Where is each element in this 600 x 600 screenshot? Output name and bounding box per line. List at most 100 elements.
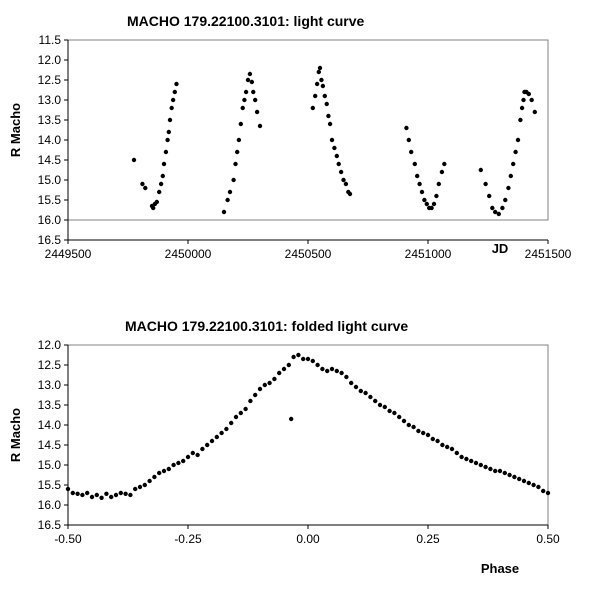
data-point xyxy=(257,386,263,392)
y-tick-label: 12.5 xyxy=(38,73,62,87)
data-point xyxy=(247,71,253,77)
data-point xyxy=(341,177,346,183)
data-point xyxy=(160,173,165,179)
data-point xyxy=(301,356,306,362)
data-point xyxy=(368,394,373,400)
data-point xyxy=(343,181,349,187)
data-point xyxy=(377,402,383,408)
data-point xyxy=(442,161,447,167)
data-point xyxy=(445,444,450,450)
data-point xyxy=(229,420,234,426)
x-tick-label: 2450000 xyxy=(165,247,212,261)
data-point xyxy=(238,410,243,416)
data-point xyxy=(75,491,80,496)
data-point xyxy=(404,125,409,131)
data-point xyxy=(483,181,488,187)
data-point xyxy=(233,414,239,420)
x-tick-label: 0.00 xyxy=(296,532,320,546)
data-point xyxy=(118,490,124,496)
data-point xyxy=(262,382,267,388)
data-point xyxy=(435,438,440,444)
data-point xyxy=(195,452,200,458)
data-point xyxy=(517,476,522,482)
data-point xyxy=(415,173,420,179)
data-point xyxy=(181,458,186,464)
data-point xyxy=(137,484,143,490)
data-point xyxy=(382,404,387,410)
data-point xyxy=(152,474,157,480)
y-tick-label: 12.0 xyxy=(38,53,62,67)
y-tick-label: 14.0 xyxy=(38,418,62,432)
data-point xyxy=(373,398,378,404)
x-axis-title: JD xyxy=(492,241,509,256)
data-point xyxy=(286,362,291,368)
data-point xyxy=(190,450,195,456)
data-point xyxy=(113,492,119,498)
data-point xyxy=(500,205,505,211)
x-tick-label: 2449500 xyxy=(45,247,92,261)
data-point xyxy=(521,97,526,103)
data-point xyxy=(272,376,277,382)
data-point xyxy=(513,149,518,155)
data-point xyxy=(490,205,495,211)
data-point xyxy=(519,105,525,111)
data-point xyxy=(430,436,435,442)
data-point xyxy=(171,462,176,468)
data-point xyxy=(329,366,335,372)
y-tick-label: 13.5 xyxy=(38,113,62,127)
data-point xyxy=(133,486,138,492)
data-point xyxy=(478,462,483,468)
data-point xyxy=(185,454,191,460)
data-point xyxy=(289,416,294,422)
data-point xyxy=(157,189,162,195)
data-point xyxy=(397,414,402,420)
data-point xyxy=(238,121,243,127)
data-point xyxy=(508,173,513,179)
data-point xyxy=(219,430,224,436)
y-tick-label: 15.5 xyxy=(38,193,62,207)
data-point xyxy=(532,109,537,115)
data-point xyxy=(70,490,76,496)
data-point xyxy=(104,491,109,496)
data-point xyxy=(291,354,296,360)
data-point xyxy=(242,97,247,103)
data-point xyxy=(236,137,242,143)
y-tick-label: 16.0 xyxy=(38,213,62,227)
data-point xyxy=(163,149,169,155)
y-tick-label: 14.5 xyxy=(38,438,62,452)
data-point xyxy=(322,93,327,99)
data-point xyxy=(487,193,492,199)
data-point xyxy=(497,468,503,474)
data-point xyxy=(85,490,90,496)
y-tick-label: 11.5 xyxy=(39,33,62,47)
data-point xyxy=(277,370,282,376)
data-point xyxy=(253,392,258,398)
data-point xyxy=(221,209,227,215)
data-point xyxy=(281,366,287,372)
data-point xyxy=(411,424,416,430)
y-tick-label: 13.5 xyxy=(38,398,62,412)
data-point xyxy=(167,117,173,123)
data-point xyxy=(431,201,437,207)
data-point xyxy=(158,181,164,187)
data-point xyxy=(503,197,508,203)
data-point xyxy=(209,438,215,444)
data-point xyxy=(511,161,516,167)
data-point xyxy=(313,93,318,99)
data-point xyxy=(317,65,323,71)
data-point xyxy=(419,189,425,195)
y-tick-label: 12.0 xyxy=(38,338,62,352)
data-point xyxy=(140,181,145,187)
data-point xyxy=(65,486,71,492)
data-point xyxy=(464,456,469,462)
data-point xyxy=(349,380,354,386)
data-point xyxy=(166,129,171,135)
data-point xyxy=(459,454,464,460)
data-point xyxy=(506,185,511,191)
data-point xyxy=(325,368,330,374)
data-point xyxy=(409,149,414,155)
y-tick-label: 16.0 xyxy=(38,498,62,512)
y-tick-label: 15.0 xyxy=(38,173,62,187)
data-point xyxy=(478,167,483,173)
